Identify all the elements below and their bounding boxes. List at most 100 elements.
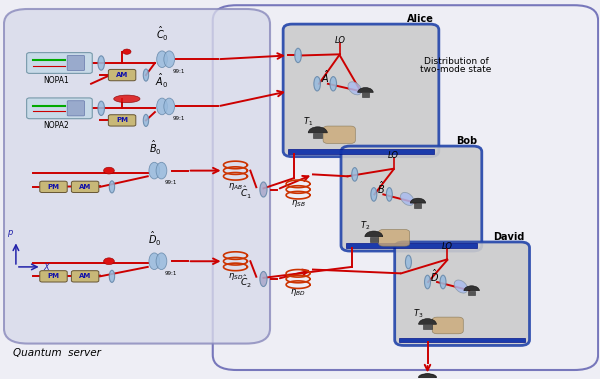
FancyBboxPatch shape xyxy=(341,146,482,251)
Text: LO: LO xyxy=(388,151,399,160)
Wedge shape xyxy=(464,286,479,291)
FancyBboxPatch shape xyxy=(109,69,136,81)
Bar xyxy=(313,133,322,138)
Bar xyxy=(288,149,434,153)
Ellipse shape xyxy=(109,181,115,193)
FancyBboxPatch shape xyxy=(40,181,67,193)
FancyBboxPatch shape xyxy=(395,242,530,345)
Text: $\hat{C}_1$: $\hat{C}_1$ xyxy=(239,185,251,200)
Text: NOPA1: NOPA1 xyxy=(44,76,70,85)
Text: LO: LO xyxy=(442,242,452,251)
Ellipse shape xyxy=(156,253,167,269)
Text: Alice: Alice xyxy=(407,14,434,24)
FancyBboxPatch shape xyxy=(432,317,463,334)
Ellipse shape xyxy=(98,101,104,116)
Text: AM: AM xyxy=(79,273,91,279)
Text: $\hat{D}_0$: $\hat{D}_0$ xyxy=(148,230,161,248)
Ellipse shape xyxy=(295,48,301,63)
Text: Distribution of: Distribution of xyxy=(424,56,488,66)
Ellipse shape xyxy=(371,188,377,201)
Ellipse shape xyxy=(164,51,175,67)
Text: NOPA2: NOPA2 xyxy=(44,121,70,130)
Text: PM: PM xyxy=(47,184,59,190)
Ellipse shape xyxy=(157,98,167,115)
Bar xyxy=(400,338,525,343)
Ellipse shape xyxy=(454,280,467,293)
Circle shape xyxy=(104,258,115,265)
Bar xyxy=(370,237,378,242)
Wedge shape xyxy=(308,127,327,133)
FancyBboxPatch shape xyxy=(71,181,99,193)
Ellipse shape xyxy=(440,275,446,289)
Text: LO: LO xyxy=(334,36,346,45)
Ellipse shape xyxy=(260,182,267,197)
Wedge shape xyxy=(410,198,426,203)
Text: 99:1: 99:1 xyxy=(165,180,178,185)
Text: Quantum  server: Quantum server xyxy=(13,348,100,358)
Text: $\eta_{SD}$: $\eta_{SD}$ xyxy=(228,271,243,282)
FancyBboxPatch shape xyxy=(71,271,99,282)
FancyBboxPatch shape xyxy=(4,9,270,344)
Wedge shape xyxy=(419,374,436,379)
Ellipse shape xyxy=(386,188,392,201)
Text: 99:1: 99:1 xyxy=(165,271,178,276)
Text: $p$: $p$ xyxy=(7,227,14,239)
Ellipse shape xyxy=(143,69,149,81)
Text: $\hat{D}$: $\hat{D}$ xyxy=(430,268,439,284)
FancyBboxPatch shape xyxy=(109,115,136,126)
Bar xyxy=(424,324,431,329)
Ellipse shape xyxy=(401,193,414,205)
Wedge shape xyxy=(365,231,383,237)
Ellipse shape xyxy=(149,253,160,269)
Text: AM: AM xyxy=(116,72,128,78)
Text: $\hat{A}_0$: $\hat{A}_0$ xyxy=(155,72,169,90)
FancyBboxPatch shape xyxy=(67,101,85,116)
Wedge shape xyxy=(358,88,373,92)
Bar xyxy=(362,92,369,97)
Text: $T_3$: $T_3$ xyxy=(413,307,424,320)
FancyBboxPatch shape xyxy=(379,230,410,246)
Text: $X$: $X$ xyxy=(43,262,52,273)
Text: $\eta_{AB}$: $\eta_{AB}$ xyxy=(228,181,243,192)
Bar xyxy=(415,203,421,208)
Ellipse shape xyxy=(352,168,358,181)
Text: $\hat{C}_2$: $\hat{C}_2$ xyxy=(240,274,251,290)
Ellipse shape xyxy=(98,56,104,70)
Text: $\hat{A}$: $\hat{A}$ xyxy=(320,69,329,85)
Text: 99:1: 99:1 xyxy=(173,69,185,74)
Text: David: David xyxy=(493,232,525,242)
Ellipse shape xyxy=(143,114,149,127)
FancyBboxPatch shape xyxy=(26,98,92,119)
Text: PM: PM xyxy=(47,273,59,279)
Text: AM: AM xyxy=(79,184,91,190)
Ellipse shape xyxy=(425,275,430,289)
Ellipse shape xyxy=(260,271,267,287)
Text: $\hat{C}_0$: $\hat{C}_0$ xyxy=(155,25,169,43)
Wedge shape xyxy=(419,319,436,324)
Text: $T_1$: $T_1$ xyxy=(303,115,313,128)
FancyBboxPatch shape xyxy=(26,53,92,74)
Text: 99:1: 99:1 xyxy=(173,116,185,121)
Text: Bob: Bob xyxy=(456,136,477,146)
Text: $\hat{B}_0$: $\hat{B}_0$ xyxy=(149,139,161,157)
Bar xyxy=(346,243,477,248)
Text: two-mode state: two-mode state xyxy=(421,65,492,74)
Ellipse shape xyxy=(109,270,115,282)
Circle shape xyxy=(104,167,115,174)
FancyBboxPatch shape xyxy=(283,24,439,157)
Ellipse shape xyxy=(406,255,412,269)
Text: $T_2$: $T_2$ xyxy=(360,220,370,232)
Ellipse shape xyxy=(149,162,160,179)
FancyBboxPatch shape xyxy=(323,126,355,143)
Bar xyxy=(468,291,475,295)
Text: $\eta_{BD}$: $\eta_{BD}$ xyxy=(290,287,306,298)
Ellipse shape xyxy=(348,82,361,95)
FancyBboxPatch shape xyxy=(40,271,67,282)
Text: $\eta_{SB}$: $\eta_{SB}$ xyxy=(291,198,305,209)
Ellipse shape xyxy=(164,98,175,115)
Ellipse shape xyxy=(419,374,436,379)
Circle shape xyxy=(122,49,131,54)
Text: $\hat{B}$: $\hat{B}$ xyxy=(377,180,385,196)
Text: PM: PM xyxy=(116,117,128,124)
Ellipse shape xyxy=(330,77,337,91)
